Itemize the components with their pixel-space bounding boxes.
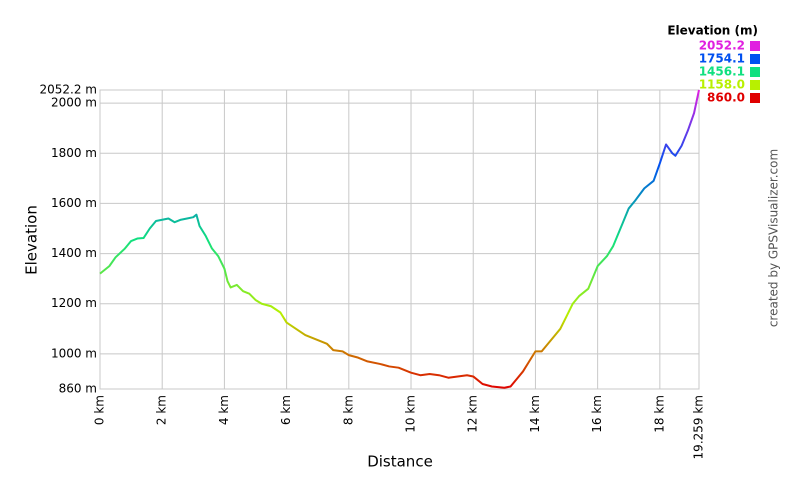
y-tick-label: 1800 m [51, 146, 97, 160]
legend-swatch [750, 41, 760, 51]
legend-label: 1158.0 [699, 78, 745, 92]
credit: created by GPSVisualizer.com [767, 149, 781, 327]
x-tick-label: 10 km [404, 395, 418, 433]
x-tick-label: 12 km [466, 395, 480, 433]
x-tick-label: 14 km [528, 395, 542, 433]
legend-swatch [750, 80, 760, 90]
x-tick-label: 0 km [93, 395, 107, 425]
x-tick-label: 4 km [217, 395, 231, 425]
y-tick-label: 1400 m [51, 246, 97, 260]
x-tick-label: 16 km [590, 395, 604, 433]
legend-swatch [750, 54, 760, 64]
y-tick-label: 1200 m [51, 296, 97, 310]
legend-label: 1754.1 [699, 52, 745, 66]
x-tick-label: 2 km [155, 395, 169, 425]
y-tick-label: 860 m [59, 382, 97, 396]
legend-label: 1456.1 [699, 65, 745, 79]
legend-swatch [750, 67, 760, 77]
legend-swatch [750, 93, 760, 103]
legend-label: 2052.2 [699, 39, 745, 53]
y-tick-label: 2052.2 m [40, 83, 98, 97]
plot-frame [99, 89, 700, 390]
y-tick-label: 1000 m [51, 346, 97, 360]
y-tick-label: 1600 m [51, 196, 97, 210]
y-tick-label: 2000 m [51, 96, 97, 110]
x-tick-label: 6 km [279, 395, 293, 425]
legend-label: 860.0 [707, 91, 745, 105]
x-tick-label: 18 km [652, 395, 666, 433]
elevation-line [99, 89, 700, 389]
x-tick-label: 8 km [341, 395, 355, 425]
y-axis-label: Elevation [23, 205, 41, 275]
x-tick-label: 19.259 km [692, 395, 706, 459]
legend-title: Elevation (m) [667, 24, 758, 38]
x-axis-label: Distance [367, 453, 433, 471]
